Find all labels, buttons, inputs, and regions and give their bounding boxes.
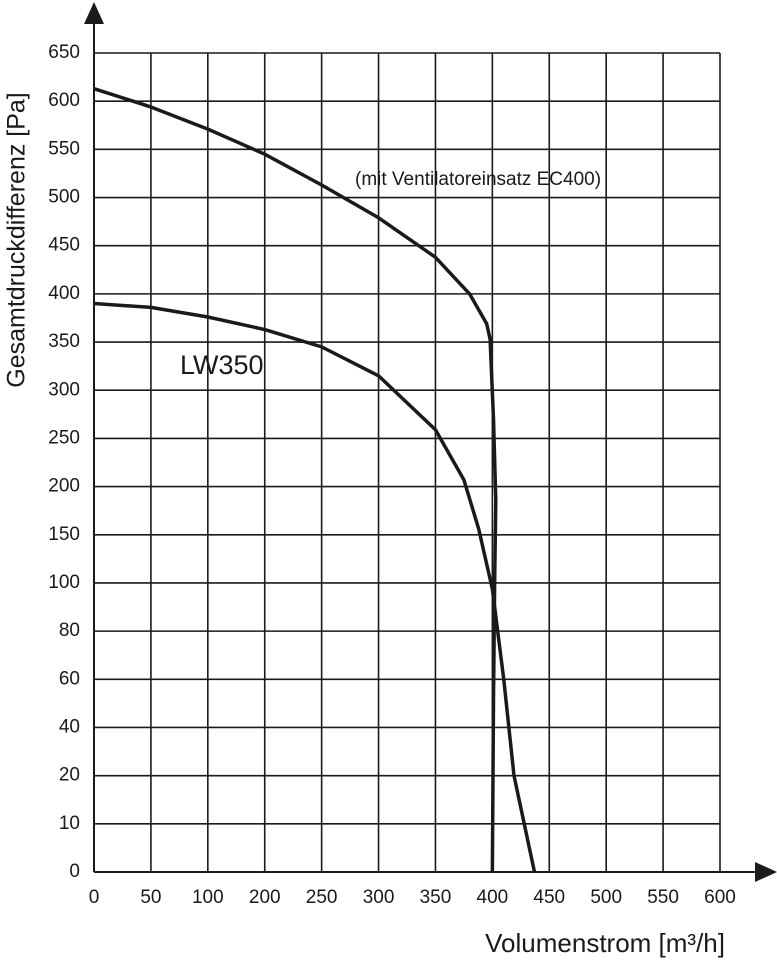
curve [93,301,537,873]
x-tick-label: 300 [363,887,395,908]
y-tick-label: 10 [59,813,80,834]
x-tick-label: 600 [704,887,736,908]
y-tick-label: 40 [59,716,80,737]
x-tick-label: 400 [477,887,509,908]
y-tick-label: 300 [48,379,80,400]
x-tick-label: 500 [590,887,622,908]
y-axis-label: Gesamtdruckdifferenz [Pa] [3,92,31,388]
x-axis-arrow [755,862,777,882]
x-tick-label: 100 [192,887,224,908]
x-tick-label: 250 [306,887,338,908]
y-tick-label: 500 [48,187,80,208]
y-tick-label: 0 [69,861,80,882]
x-tick-label: 50 [140,887,161,908]
y-tick-label: 350 [48,331,80,352]
x-tick-label: 550 [647,887,679,908]
y-tick-label: 650 [48,42,80,63]
y-tick-label: 60 [59,668,80,689]
y-tick-label: 80 [59,620,80,641]
x-tick-label: 200 [249,887,281,908]
y-tick-label: 600 [48,90,80,111]
x-tick-label: 0 [89,887,100,908]
y-tick-label: 550 [48,138,80,159]
y-tick-label: 150 [48,524,80,545]
x-tick-label: 450 [533,887,565,908]
curve [93,86,498,873]
y-tick-label: 20 [59,765,80,786]
x-tick-label: 350 [420,887,452,908]
annotation: (mit Ventilatoreinsatz EC400) [355,169,601,190]
y-tick-label: 250 [48,427,80,448]
y-axis-arrow [84,2,104,24]
y-tick-label: 200 [48,476,80,497]
x-axis-label: Volumenstrom [m³/h] [485,928,725,958]
y-tick-label: 100 [48,572,80,593]
y-tick-label: 400 [48,283,80,304]
y-tick-label: 450 [48,235,80,256]
annotation: LW350 [180,350,264,380]
